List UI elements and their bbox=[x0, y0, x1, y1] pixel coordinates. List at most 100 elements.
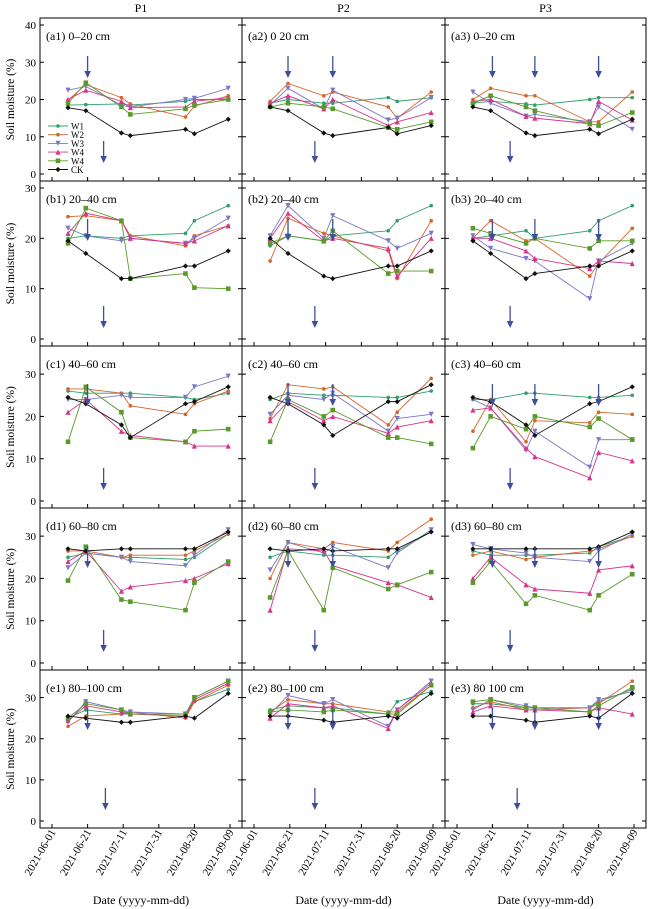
data-point bbox=[65, 394, 71, 400]
data-point bbox=[267, 713, 273, 719]
data-point bbox=[226, 389, 231, 393]
data-point bbox=[533, 103, 537, 107]
data-point bbox=[596, 98, 602, 104]
legend-marker bbox=[55, 158, 61, 164]
panel-d2: (d2) 60–80 cm bbox=[242, 517, 445, 670]
data-point bbox=[225, 678, 231, 684]
data-point bbox=[532, 255, 538, 262]
data-point bbox=[428, 411, 434, 417]
panel-title: (e2) 80–100 cm bbox=[248, 681, 325, 695]
data-point bbox=[428, 119, 434, 125]
arrow-top-head bbox=[284, 561, 292, 568]
data-point bbox=[488, 108, 494, 114]
data-point bbox=[285, 93, 291, 99]
data-point bbox=[470, 407, 476, 413]
data-point bbox=[470, 546, 476, 552]
data-point bbox=[385, 546, 391, 552]
data-point bbox=[428, 235, 434, 241]
data-point bbox=[488, 93, 493, 99]
data-point bbox=[395, 699, 400, 704]
y-tick-label: 10 bbox=[25, 454, 37, 466]
panel-title: (d3) 60–80 cm bbox=[451, 519, 522, 533]
y-tick-label: 10 bbox=[25, 616, 37, 628]
data-point bbox=[587, 420, 592, 425]
data-point bbox=[523, 255, 529, 262]
data-point bbox=[532, 115, 538, 121]
data-point bbox=[83, 108, 89, 114]
data-point bbox=[587, 395, 592, 400]
data-point bbox=[429, 389, 434, 393]
data-point bbox=[428, 95, 434, 101]
arrow-top-head bbox=[489, 723, 496, 730]
data-point bbox=[386, 555, 391, 560]
data-point bbox=[470, 100, 476, 106]
data-point bbox=[192, 428, 197, 434]
data-point bbox=[285, 108, 291, 114]
data-point bbox=[385, 565, 391, 571]
y-tick-label: 10 bbox=[25, 775, 37, 787]
data-point bbox=[488, 96, 494, 103]
series-line-w4 bbox=[269, 230, 432, 275]
arrow-top-head bbox=[84, 561, 91, 568]
panel-title: (b1) 20–40 cm bbox=[46, 192, 117, 206]
data-point bbox=[118, 98, 125, 104]
legend-marker bbox=[55, 166, 61, 173]
data-point bbox=[470, 89, 476, 95]
data-point bbox=[183, 115, 188, 119]
arrow-top-head bbox=[595, 71, 602, 78]
y-tick-label: 30 bbox=[25, 693, 37, 705]
data-point bbox=[65, 409, 71, 415]
data-point bbox=[66, 724, 70, 729]
data-point bbox=[225, 85, 231, 91]
data-point bbox=[587, 263, 593, 269]
data-point bbox=[394, 711, 400, 717]
data-point bbox=[285, 203, 291, 209]
data-point bbox=[428, 122, 434, 129]
data-point bbox=[523, 582, 529, 588]
x-tick-label: 2021-07-11 bbox=[296, 828, 332, 878]
panel-title: (b2) 20–40 cm bbox=[248, 192, 319, 206]
data-point bbox=[330, 101, 335, 106]
data-point bbox=[596, 437, 602, 443]
data-point bbox=[596, 263, 602, 269]
data-point bbox=[119, 409, 124, 415]
column-header-p1: P1 bbox=[135, 1, 148, 15]
arrow-bottom-head bbox=[311, 803, 319, 810]
data-point bbox=[83, 544, 89, 550]
data-point bbox=[285, 701, 291, 707]
data-point bbox=[385, 238, 391, 244]
arrow-top-head bbox=[531, 561, 539, 568]
data-point bbox=[429, 517, 434, 522]
data-point bbox=[182, 577, 189, 584]
data-point bbox=[183, 607, 188, 613]
legend-entry: W2 bbox=[71, 130, 84, 140]
data-point bbox=[533, 93, 537, 98]
y-tick-label: 10 bbox=[25, 132, 37, 144]
data-point bbox=[127, 719, 133, 725]
data-point bbox=[630, 203, 635, 208]
data-point bbox=[322, 231, 326, 236]
data-point bbox=[286, 97, 290, 102]
data-point bbox=[629, 384, 635, 390]
data-point bbox=[629, 126, 635, 132]
data-point bbox=[385, 117, 391, 123]
data-point bbox=[394, 550, 400, 556]
series-line-w4 bbox=[269, 549, 432, 612]
data-point bbox=[127, 105, 133, 111]
data-point bbox=[267, 709, 273, 715]
arrow-top-head bbox=[489, 561, 496, 568]
data-point bbox=[630, 226, 635, 231]
legend-entry: CK bbox=[71, 165, 84, 175]
data-point bbox=[470, 542, 476, 548]
data-point bbox=[629, 563, 635, 569]
y-axis-label: Soil moisture (%) bbox=[5, 222, 17, 304]
arrow-bottom-head bbox=[311, 645, 319, 652]
panel-title: (b3) 20–40 cm bbox=[451, 192, 522, 206]
data-point bbox=[587, 713, 593, 719]
arrow-top-head bbox=[284, 399, 292, 406]
data-point bbox=[587, 228, 592, 233]
y-axis-label: Soil moisture (%) bbox=[5, 708, 17, 790]
data-point bbox=[225, 286, 231, 291]
data-point bbox=[118, 276, 125, 282]
data-point bbox=[532, 270, 538, 277]
